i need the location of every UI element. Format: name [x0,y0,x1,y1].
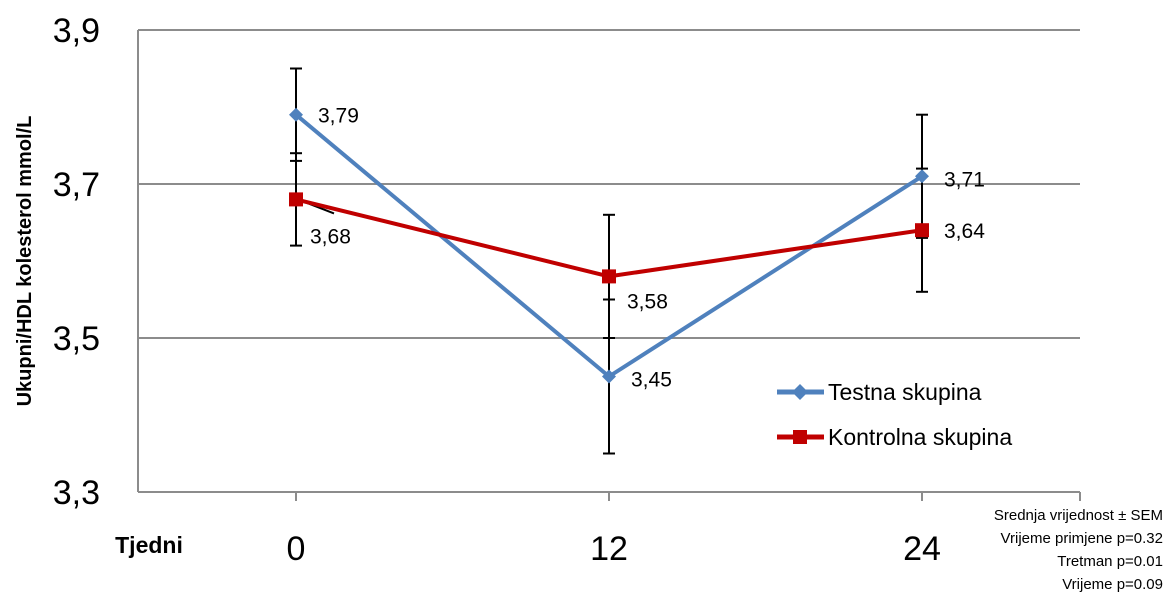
series-lines [289,107,929,384]
stats-note: Tretman p=0.01 [1057,553,1163,570]
kontrolna-point [602,269,616,284]
y-axis-label: Ukupni/HDL kolesterol mmol/L [14,116,36,407]
testna-point [289,107,303,122]
y-tick-labels: 3,3 3,5 3,7 3,9 [53,12,100,512]
x-tick-labels: 0 12 24 [287,530,941,568]
testna-data-label: 3,71 [944,168,985,191]
stats-note: Vrijeme primjene p=0.32 [1001,530,1163,547]
x-tick-label: 0 [287,530,306,568]
x-tick-label: 24 [903,530,941,568]
x-axis-label: Tjedni [115,532,183,558]
legend-marker [793,430,807,444]
kontrolna-data-label: 3,58 [627,290,668,313]
testna-point [602,369,616,384]
x-tick-label: 12 [590,530,628,568]
kontrolna-data-label: 3,64 [944,220,985,243]
y-tick-label: 3,3 [53,474,100,512]
legend-label: Testna skupina [828,379,982,405]
data-labels: 3,79 3,45 3,71 3,68 3,58 3,64 [310,105,985,392]
kontrolna-point [289,192,303,207]
stats-note: Vrijeme p=0.09 [1062,576,1163,593]
legend-marker [792,384,808,400]
testna-point [915,169,929,184]
kontrolna-point [915,223,929,238]
axes [137,30,1081,501]
testna-data-label: 3,79 [318,105,359,128]
y-tick-label: 3,5 [53,320,100,358]
y-tick-label: 3,7 [53,166,100,204]
kontrolna-data-label: 3,68 [310,225,351,248]
stats-note: Srednja vrijednost ± SEM [994,507,1163,524]
y-tick-label: 3,9 [53,12,100,50]
legend-label: Kontrolna skupina [828,424,1012,450]
stats-notes: Srednja vrijednost ± SEM Vrijeme primjene… [994,507,1163,593]
legend: Testna skupina Kontrolna skupina [777,379,1012,450]
testna-data-label: 3,45 [631,369,672,392]
